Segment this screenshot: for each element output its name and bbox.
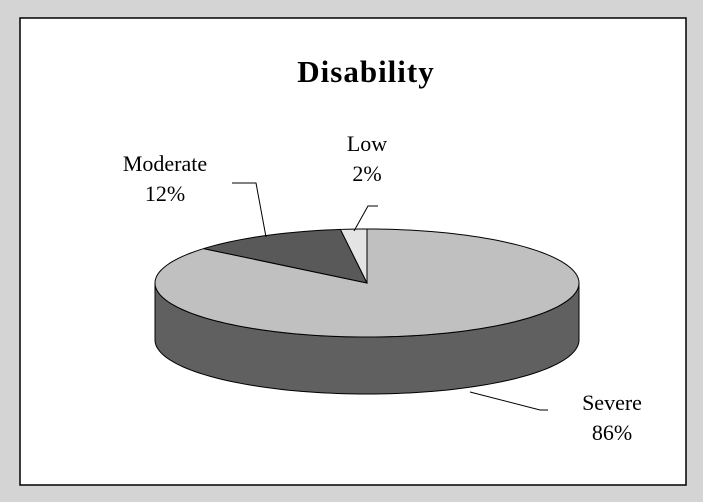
- leader-line: [353, 205, 378, 232]
- slice: [339, 228, 368, 284]
- value-label: 12%: [145, 181, 185, 206]
- slice-label: Moderate: [123, 151, 207, 176]
- value-label: 86%: [592, 420, 632, 445]
- slice: [203, 228, 368, 284]
- chart-title: Disability: [297, 54, 434, 89]
- leader-line: [469, 391, 548, 411]
- leader-line: [232, 182, 267, 238]
- leader-lines: [232, 182, 548, 411]
- slice-label: Severe: [582, 390, 642, 415]
- pie: [154, 228, 580, 395]
- slice-label: Low: [347, 131, 387, 156]
- value-label: 2%: [352, 161, 381, 186]
- labels: Severe 86% Moderate 12% Low 2%: [123, 131, 642, 445]
